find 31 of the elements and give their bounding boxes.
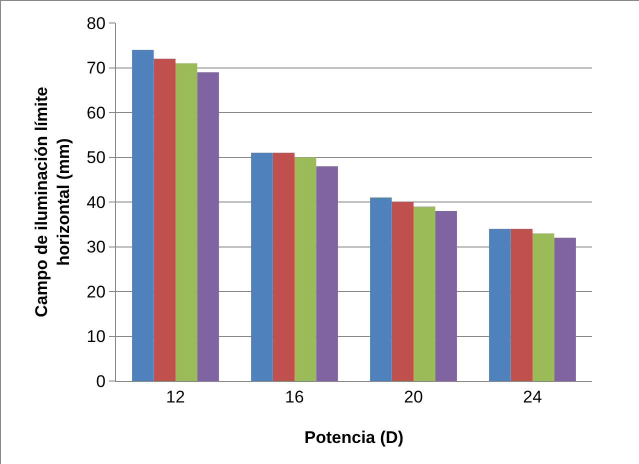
x-tick-label: 12 (166, 387, 185, 406)
bar (197, 72, 219, 381)
bar (510, 228, 532, 381)
y-tick-label: 50 (86, 148, 106, 168)
bar (154, 58, 176, 381)
y-tick-label: 80 (86, 14, 106, 33)
bar (532, 233, 554, 381)
bar (272, 152, 294, 381)
bar (392, 202, 414, 381)
x-axis-title: Potencia (D) (304, 428, 404, 447)
bar (489, 228, 511, 381)
bar (132, 50, 154, 381)
x-tick-label: 16 (285, 387, 304, 406)
y-tick-label: 20 (86, 282, 106, 302)
y-axis-title: Campo de iluminación límite horizontal (mm) (32, 86, 74, 318)
y-tick-label: 0 (96, 372, 106, 391)
bar (251, 152, 273, 381)
bar (370, 198, 392, 381)
bar (294, 157, 316, 381)
y-tick-label: 60 (86, 103, 106, 122)
y-tick-label: 10 (86, 327, 106, 346)
x-tick-label: 20 (404, 387, 423, 406)
bar (316, 166, 338, 381)
y-tick-label: 70 (86, 58, 106, 78)
bar (435, 210, 457, 381)
y-tick-label: 30 (86, 238, 106, 257)
bar (414, 206, 436, 381)
x-tick-label: 24 (523, 387, 542, 406)
y-tick-label: 40 (86, 192, 106, 212)
bar (554, 238, 576, 381)
bar (176, 63, 198, 381)
